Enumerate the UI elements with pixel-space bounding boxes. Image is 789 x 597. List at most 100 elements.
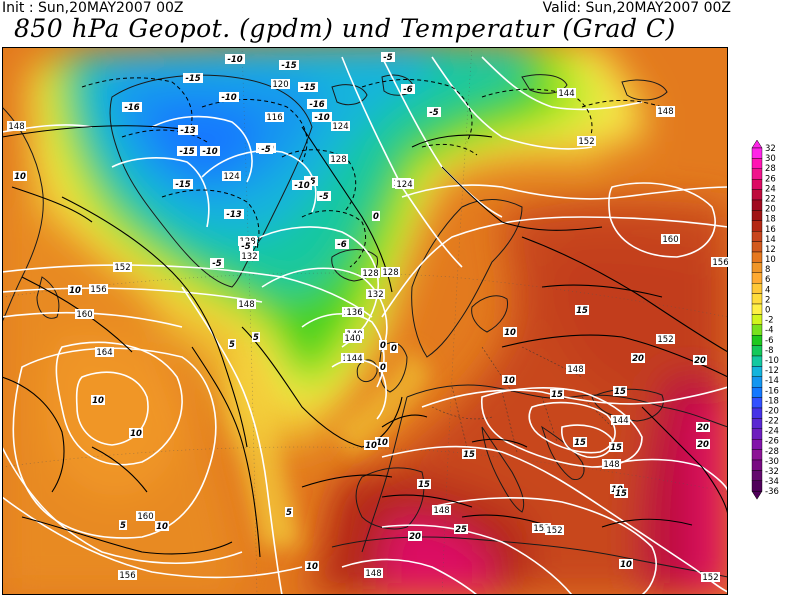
geopotential-label: 148 [364, 568, 383, 579]
temperature-label: 5 [252, 332, 260, 343]
svg-text:10: 10 [620, 560, 632, 570]
svg-text:152: 152 [114, 263, 130, 273]
svg-text:-6: -6 [403, 85, 413, 95]
geopotential-label: 136 [345, 307, 364, 318]
legend-color-step [751, 439, 763, 450]
legend-color-step [751, 324, 763, 336]
legend-label: -24 [765, 427, 779, 437]
legend-label: 16 [765, 225, 776, 235]
geopotential-label: 144 [345, 353, 364, 364]
svg-text:15: 15 [574, 438, 586, 448]
svg-text:5: 5 [253, 333, 259, 343]
legend-label: 12 [765, 245, 776, 255]
legend-label: 30 [765, 154, 776, 164]
svg-text:124: 124 [223, 172, 239, 182]
legend-label: -30 [765, 457, 779, 467]
legend-color-step [751, 282, 763, 294]
svg-text:144: 144 [612, 416, 628, 426]
legend-label: -36 [765, 487, 779, 497]
temperature-label: 0 [390, 343, 398, 354]
svg-text:-13: -13 [226, 210, 241, 220]
svg-text:-5: -5 [212, 259, 222, 269]
legend-label: 10 [765, 255, 776, 265]
svg-text:148: 148 [8, 122, 24, 132]
svg-text:148: 148 [657, 107, 673, 117]
svg-text:20: 20 [697, 423, 709, 433]
legend-color-step [751, 397, 763, 409]
temperature-label: 10 [502, 375, 516, 386]
temperature-label: -10 [312, 112, 332, 123]
svg-text:10: 10 [503, 376, 515, 386]
temperature-label: 10 [129, 428, 143, 439]
svg-text:-10: -10 [314, 113, 329, 123]
legend-label: -12 [765, 366, 779, 376]
init-time-label: Init : Sun,20MAY2007 00Z [2, 0, 184, 16]
svg-text:-15: -15 [300, 83, 315, 93]
geopotential-label: 160 [136, 511, 155, 522]
geopotential-label: 148 [656, 106, 675, 117]
temperature-label: 15 [613, 386, 627, 397]
legend-color-step [751, 168, 763, 180]
temperature-label: 5 [285, 507, 293, 518]
svg-text:-5: -5 [241, 242, 251, 252]
temperature-label: 10 [364, 440, 378, 451]
legend-color-step [751, 262, 763, 274]
temperature-contours [2, 125, 728, 558]
svg-text:15: 15 [576, 306, 588, 316]
geopotential-label: 124 [331, 121, 350, 132]
legend-label: 2 [765, 295, 770, 305]
temperature-label: -5 [381, 52, 395, 63]
svg-text:-10: -10 [227, 55, 242, 65]
svg-text:0: 0 [373, 212, 379, 222]
legend-label: 32 [765, 144, 776, 154]
geopotential-label: 160 [661, 234, 680, 245]
temperature-label: -13 [224, 209, 244, 220]
svg-text:-15: -15 [179, 147, 194, 157]
svg-text:0: 0 [380, 341, 386, 351]
svg-text:152: 152 [533, 524, 549, 534]
weather-map: 148 152 156 160 164 160 156 148 136 132 128 124 120 1… [2, 47, 728, 595]
svg-text:148: 148 [567, 365, 583, 375]
legend-label: -6 [765, 336, 773, 346]
legend-color-step [751, 241, 763, 253]
legend-label: -34 [765, 477, 779, 487]
legend-color-step [751, 210, 763, 222]
legend-color-step [751, 272, 763, 284]
temperature-label: 20 [693, 355, 707, 366]
geopotential-label: 148 [237, 299, 256, 310]
geopotential-label: 156 [118, 570, 137, 581]
legend-color-step [751, 366, 763, 377]
svg-text:-15: -15 [281, 61, 296, 71]
temperature-label: -5 [259, 144, 273, 155]
svg-text:10: 10 [92, 396, 104, 406]
legend-label: 8 [765, 265, 770, 275]
temperature-label: -5 [210, 258, 224, 269]
temperature-label: -15 [177, 146, 197, 157]
temperature-label: 20 [631, 353, 645, 364]
svg-text:152: 152 [546, 526, 562, 536]
svg-text:25: 25 [455, 525, 467, 535]
svg-text:-15: -15 [175, 180, 190, 190]
legend-color-step [751, 355, 763, 367]
geopotential-label: 144 [611, 415, 630, 426]
temperature-label: -10 [219, 92, 239, 103]
legend-color-step [751, 314, 763, 325]
legend-label: -20 [765, 406, 779, 416]
legend-label: 18 [765, 215, 776, 225]
svg-text:148: 148 [365, 569, 381, 579]
legend-label: 0 [765, 306, 770, 316]
temperature-label: 10 [68, 285, 82, 296]
legend-label: 28 [765, 164, 776, 174]
temperature-label: 15 [609, 442, 623, 453]
legend-label: -28 [765, 447, 779, 457]
svg-text:132: 132 [367, 290, 383, 300]
legend-label: -22 [765, 417, 779, 427]
svg-text:-5: -5 [319, 192, 329, 202]
geopotential-label: 148 [566, 364, 585, 375]
svg-text:15: 15 [615, 489, 627, 499]
legend-label: -14 [765, 376, 779, 386]
chart-title: 850 hPa Geopot. (gpdm) und Temperatur (G… [14, 14, 676, 43]
temperature-label: 25 [454, 524, 468, 535]
temperature-label: -10 [200, 146, 220, 157]
svg-text:20: 20 [632, 354, 644, 364]
